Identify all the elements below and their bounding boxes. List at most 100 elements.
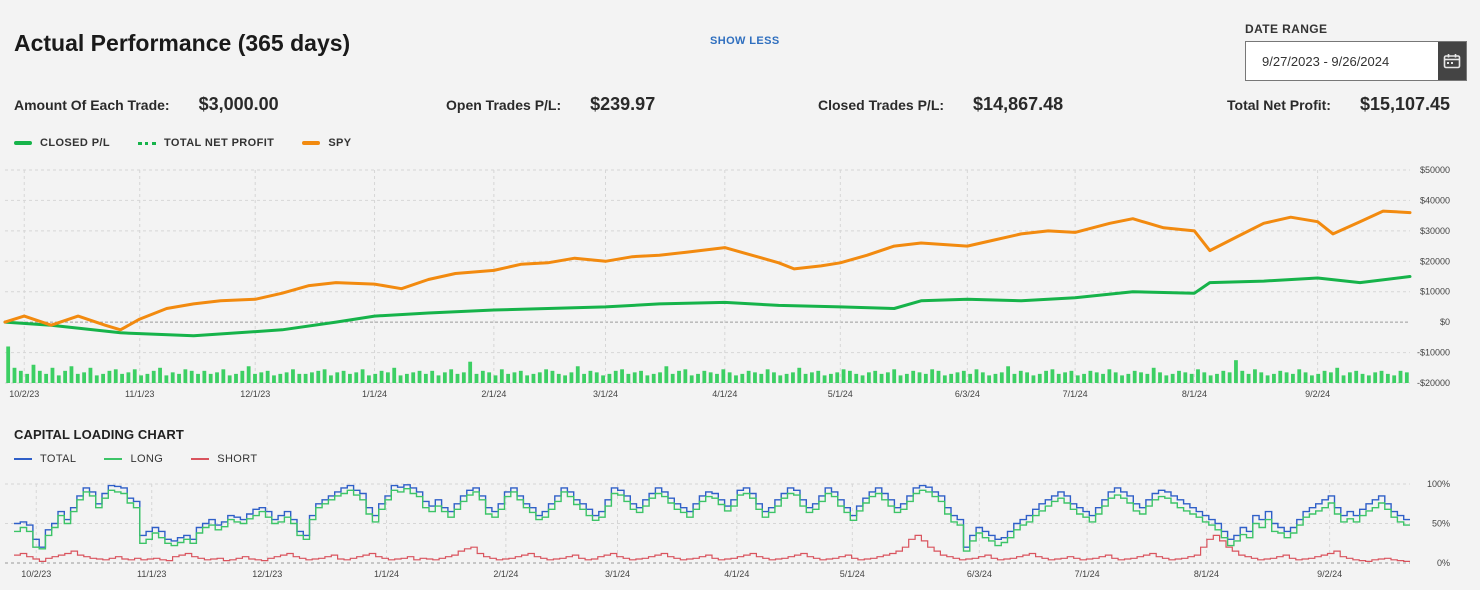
daily-bar [1366,375,1371,383]
daily-bar [1278,370,1283,383]
daily-bar [18,370,23,383]
x-tick-label: 3/1/24 [593,389,618,399]
daily-bar [1069,370,1074,383]
date-range-input[interactable] [1246,42,1438,80]
daily-bar [613,370,618,383]
capital-loading-chart[interactable]: 100% 50% 0% 10/2/23 11/1/23 12/1/23 1/1/24 2/1/… [0,476,1480,588]
daily-bar [373,373,378,383]
daily-bar [1360,373,1365,383]
calendar-button[interactable] [1438,42,1466,80]
daily-bar [563,375,567,383]
grid-lines [5,483,1410,564]
daily-bar [1170,373,1175,383]
daily-bar [879,373,884,383]
daily-bar [449,369,454,383]
daily-bar [385,372,390,383]
legend-short[interactable]: SHORT [191,453,257,465]
daily-bar [227,375,232,383]
legend-spy[interactable]: SPY [302,137,351,149]
daily-bar [904,373,909,383]
stat-value: $239.97 [590,94,656,114]
capital-legend: TOTAL LONG SHORT [14,453,286,465]
daily-bar [94,375,99,383]
daily-bar [1088,370,1093,383]
x-tick-label: 1/1/24 [374,569,399,579]
daily-bar [917,372,922,383]
daily-bar [392,367,397,383]
daily-bar [1094,372,1099,383]
daily-bar [993,373,998,383]
daily-bar [715,373,719,383]
daily-bar [253,373,257,383]
y-tick-label: 50% [1432,519,1450,529]
daily-bar [126,372,131,383]
legend-closed-pl[interactable]: CLOSED P/L [14,137,110,149]
show-less-link[interactable]: SHOW LESS [710,35,780,47]
series-line-short [14,534,1410,562]
daily-bar [689,375,694,383]
daily-bar [866,372,871,383]
daily-bar [670,373,675,383]
series-line-closed-p-l [3,275,1412,338]
x-tick-label: 10/2/23 [9,389,39,399]
daily-bar [1050,369,1055,383]
daily-bar [1373,372,1378,383]
daily-bar [1265,375,1270,383]
legend-swatch [104,458,123,460]
x-tick-label: 10/2/23 [21,569,51,579]
daily-bar [645,375,650,383]
daily-bar [746,370,751,383]
daily-bar [1056,373,1061,383]
daily-bar [1328,372,1333,383]
daily-bar [82,372,87,383]
daily-bar [588,370,593,383]
x-tick-label: 9/2/24 [1305,389,1330,399]
daily-bar [873,370,878,383]
legend-long[interactable]: LONG [104,453,163,465]
x-tick-label: 3/1/24 [605,569,630,579]
daily-bar [594,372,599,383]
daily-bar [1164,375,1169,383]
legend-total-net-profit[interactable]: TOTAL NET PROFIT [138,137,274,149]
legend-total[interactable]: TOTAL [14,453,76,465]
daily-bar [101,373,105,383]
daily-bar [1139,372,1143,383]
x-tick-label: 8/1/24 [1194,569,1219,579]
x-tick-label: 11/1/23 [125,389,154,399]
daily-bar [246,366,251,383]
daily-bar [1227,372,1232,383]
daily-bar [1006,366,1011,383]
daily-bars [6,346,1409,383]
daily-bar [537,372,542,383]
daily-bar [265,370,270,383]
daily-bar [949,373,954,383]
daily-bar [145,373,150,383]
daily-bar [936,370,941,383]
daily-bar [980,372,985,383]
legend-swatch [138,141,157,145]
daily-bar [569,372,574,383]
stat-value: $3,000.00 [198,94,279,114]
daily-bar [310,372,314,383]
x-tick-label: 4/1/24 [712,389,737,399]
performance-chart[interactable]: $50000 $40000 $30000 $20000 $10000 $0 -$10000 -… [0,160,1480,420]
x-tick-label: 12/1/23 [240,389,270,399]
stat-value: $14,867.48 [973,94,1064,114]
stat-label: Open Trades P/L: [446,97,562,113]
daily-bar [620,369,624,383]
daily-bar [1208,375,1213,383]
daily-bar [1253,369,1257,383]
daily-bar [1025,372,1030,383]
daily-bar [354,372,359,383]
daily-bar [1044,370,1048,383]
daily-bar [75,373,80,383]
daily-bar [696,373,700,383]
daily-bar [1120,375,1124,383]
date-range-picker[interactable] [1245,41,1467,81]
daily-bar [360,369,365,383]
series-line-long [14,488,1410,552]
daily-bar [911,370,916,383]
daily-bar [702,370,707,383]
stat-value: $15,107.45 [1359,94,1451,114]
daily-bar [1189,373,1194,383]
